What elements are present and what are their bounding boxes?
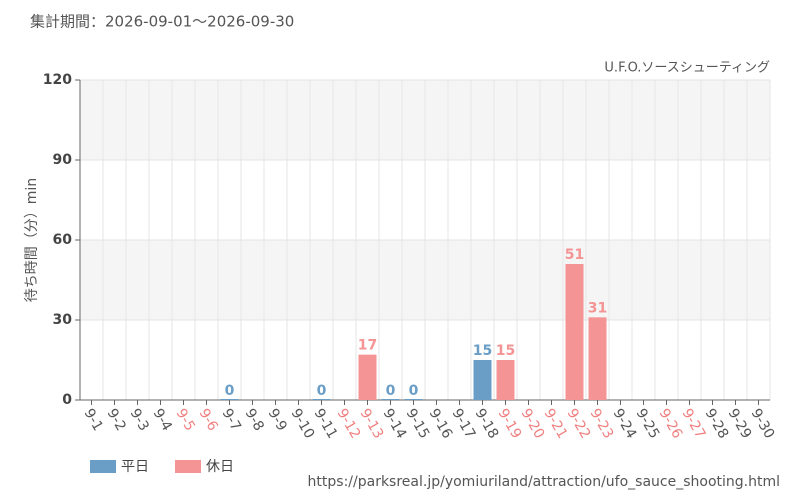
x-tick-label: 9-11 [311,406,341,442]
x-tick-label: 9-21 [541,406,571,442]
x-tick-label: 9-2 [104,406,129,434]
x-tick-label: 9-20 [518,406,548,442]
x-tick-label: 9-19 [495,406,525,442]
x-tick-label: 9-3 [127,406,152,434]
x-tick-label: 9-28 [702,406,732,442]
x-tick-label: 9-4 [150,406,175,434]
bar [404,399,423,400]
source-url: https://parksreal.jp/yomiuriland/attract… [308,474,780,490]
x-tick-label: 9-18 [472,406,502,442]
data-label: 51 [565,247,584,263]
x-tick-label: 9-26 [656,406,686,442]
data-label: 15 [473,343,492,359]
data-label: 31 [588,300,607,316]
data-label: 15 [496,343,515,359]
x-tick-label: 9-1 [81,406,106,434]
period-header: 集計期間：2026-09-01～2026-09-30 [30,13,294,31]
bar [473,360,492,400]
legend-swatch [175,460,201,473]
data-label: 0 [386,383,396,399]
x-tick-label: 9-12 [334,406,364,442]
x-tick-label: 9-22 [564,406,594,442]
x-tick-label: 9-17 [449,406,479,442]
x-tick-label: 9-5 [173,406,198,434]
x-tick-label: 9-10 [288,406,318,442]
x-tick-label: 9-6 [196,406,221,434]
bar [220,399,239,400]
x-tick-label: 9-8 [242,406,267,434]
bar [496,360,515,400]
y-tick-label: 60 [53,232,73,248]
x-tick-label: 9-29 [725,406,755,442]
x-tick-label: 9-16 [426,406,456,442]
x-tick-label: 9-25 [633,406,663,442]
x-tick-label: 9-9 [265,406,290,434]
bar [588,317,607,400]
x-tick-label: 9-7 [219,406,244,434]
y-axis-label: 待ち時間（分）min [24,178,40,302]
y-tick-label: 30 [53,312,73,328]
data-label: 0 [409,383,419,399]
y-tick-label: 120 [43,72,72,88]
bar [381,399,400,400]
data-label: 0 [317,383,327,399]
x-tick-label: 9-14 [380,406,410,442]
x-tick-label: 9-23 [587,406,617,442]
data-label: 17 [358,338,377,354]
legend-swatch [90,460,116,473]
legend-label: 休日 [206,459,234,475]
chart-title: U.F.O.ソースシューティング [604,61,770,76]
x-tick-label: 9-13 [357,406,387,442]
data-label: 0 [225,383,235,399]
x-tick-label: 9-24 [610,406,640,442]
x-tick-label: 9-30 [748,406,778,442]
legend-label: 平日 [121,459,149,475]
x-tick-label: 9-27 [679,406,709,442]
y-tick-label: 0 [62,392,72,408]
bar [565,264,584,400]
bar [358,354,377,400]
bar [312,399,331,400]
y-tick-label: 90 [53,152,73,168]
x-tick-label: 9-15 [403,406,433,442]
